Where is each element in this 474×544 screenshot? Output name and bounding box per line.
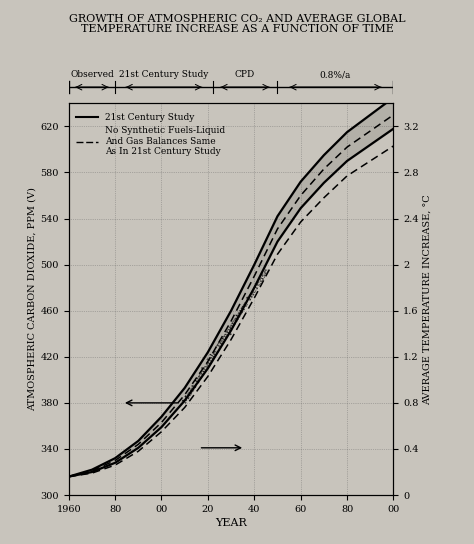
Text: TEMPERATURE INCREASE AS A FUNCTION OF TIME: TEMPERATURE INCREASE AS A FUNCTION OF TI… <box>81 24 393 34</box>
Text: Most Probable Temperature Increase: Most Probable Temperature Increase <box>181 267 272 405</box>
Text: 0.8%/a: 0.8%/a <box>320 70 351 79</box>
Text: Observed: Observed <box>70 70 114 79</box>
X-axis label: YEAR: YEAR <box>215 518 247 528</box>
Text: GROWTH OF ATMOSPHERIC CO₂ AND AVERAGE GLOBAL: GROWTH OF ATMOSPHERIC CO₂ AND AVERAGE GL… <box>69 14 405 23</box>
Y-axis label: ATMOSPHERIC CARBON DIOXIDE, PPM (V): ATMOSPHERIC CARBON DIOXIDE, PPM (V) <box>27 187 36 411</box>
Legend: 21st Century Study, No Synthetic Fuels-Liquid
And Gas Balances Same
As In 21st C: 21st Century Study, No Synthetic Fuels-L… <box>72 109 229 160</box>
Y-axis label: AVERAGE TEMPERATURE INCREASE, °C: AVERAGE TEMPERATURE INCREASE, °C <box>423 194 432 405</box>
Text: 21st Century Study: 21st Century Study <box>119 70 209 79</box>
Text: CPD: CPD <box>235 70 255 79</box>
